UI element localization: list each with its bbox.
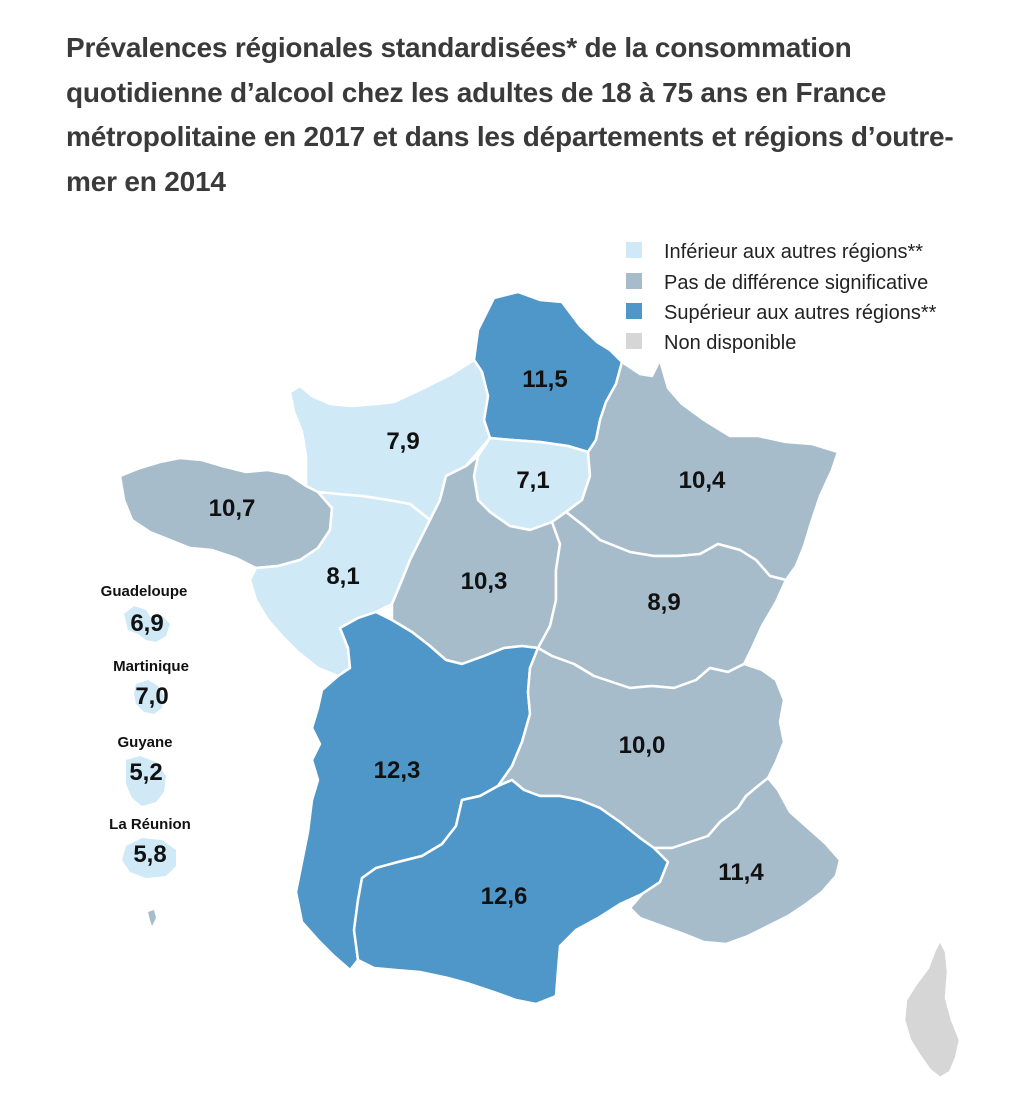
region-value-occitanie: 12,6 [481, 883, 528, 910]
overseas-martinique: Martinique 7,0 [113, 658, 189, 714]
legend-label-superieur: Supérieur aux autres régions** [664, 302, 937, 324]
overseas-regions: Guadeloupe 6,9 Martinique 7,0 Guyane 5,2… [101, 583, 191, 926]
region-occitanie [352, 778, 670, 1006]
region-value-pays-de-la-loire: 8,1 [326, 563, 359, 590]
region-value-grand-est: 10,4 [679, 467, 726, 494]
legend-swatch-superieur [626, 303, 642, 319]
overseas-value-martinique: 7,0 [135, 683, 168, 710]
region-value-ile-de-france: 7,1 [516, 467, 549, 494]
legend-item-superieur: Supérieur aux autres régions** [626, 302, 937, 324]
overseas-shape-guyane [126, 756, 166, 806]
legend-swatch-non-disponible [626, 333, 642, 349]
legend-label-inferieur: Inférieur aux autres régions** [664, 241, 923, 263]
overseas-name-guadeloupe: Guadeloupe [101, 583, 188, 600]
regions [118, 290, 962, 1080]
overseas-name-la-reunion: La Réunion [109, 816, 191, 833]
overseas-la-reunion: La Réunion 5,8 [109, 816, 191, 878]
legend-swatch-inferieur [626, 242, 642, 258]
overseas-shape-la-reunion [122, 838, 176, 878]
region-value-bretagne: 10,7 [209, 495, 256, 522]
overseas-guadeloupe: Guadeloupe 6,9 [101, 583, 188, 642]
region-corse [902, 938, 962, 1080]
overseas-shape-guadeloupe [124, 606, 170, 642]
region-value-normandie: 7,9 [386, 428, 419, 455]
overseas-guyane: Guyane 5,2 [117, 734, 173, 806]
region-value-centre-val-de-loire: 10,3 [461, 568, 508, 595]
legend-label-non-disponible: Non disponible [664, 332, 796, 354]
region-value-bourgogne-franche-comte: 8,9 [647, 589, 680, 616]
legend-item-pas-de-difference: Pas de différence significative [626, 272, 928, 294]
overseas-name-guyane: Guyane [117, 734, 172, 751]
overseas-shape-martinique [134, 680, 164, 714]
overseas-value-guadeloupe: 6,9 [130, 610, 163, 637]
overseas-value-la-reunion: 5,8 [133, 841, 166, 868]
region-value-auvergne-rhone-alpes: 10,0 [619, 732, 666, 759]
legend-item-inferieur: Inférieur aux autres régions** [626, 241, 923, 263]
region-labels: 11,5 7,9 7,1 10,4 10,7 8,1 10,3 8,9 12,3… [209, 366, 765, 910]
region-value-provence-alpes-cote-dazur: 11,4 [718, 859, 764, 886]
small-island-mark [148, 910, 156, 926]
legend-swatch-pas-de-difference [626, 273, 642, 289]
legend-label-pas-de-difference: Pas de différence significative [664, 272, 928, 294]
overseas-name-martinique: Martinique [113, 658, 189, 675]
region-value-nouvelle-aquitaine: 12,3 [374, 757, 421, 784]
region-provence-alpes-cote-dazur [628, 776, 842, 946]
page-title: Prévalences régionales standardisées* de… [66, 32, 954, 197]
overseas-value-guyane: 5,2 [129, 759, 162, 786]
region-value-hauts-de-france: 11,5 [522, 366, 567, 393]
legend-item-non-disponible: Non disponible [626, 332, 796, 354]
legend: Inférieur aux autres régions** Pas de di… [626, 241, 937, 354]
